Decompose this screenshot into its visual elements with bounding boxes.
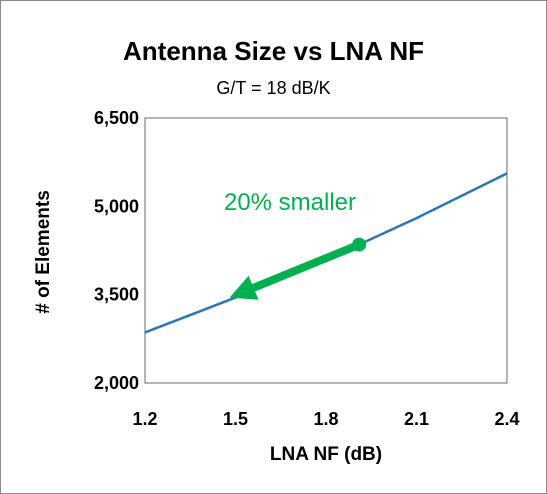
y-tick-label: 6,500 [94,108,139,128]
arrow-head [229,275,259,300]
y-tick-label: 5,000 [94,196,139,216]
y-axis-label: # of Elements [33,190,54,314]
arrow-shaft [252,240,361,292]
arrow-start-point [352,237,367,252]
x-tick-label: 2.1 [404,409,429,429]
annotation-arrow [229,237,367,300]
chart-subtitle: G/T = 18 dB/K [216,78,331,98]
annotation-label: 20% smaller [224,189,356,216]
plot-area [144,117,508,384]
chart-title: Antenna Size vs LNA NF [123,36,424,66]
x-tick-label: 1.5 [223,409,248,429]
y-tick-label: 2,000 [94,373,139,393]
x-tick-label: 2.4 [494,409,519,429]
x-tick-label: 1.8 [313,409,338,429]
x-tick-label: 1.2 [132,409,157,429]
y-tick-label: 3,500 [94,285,139,305]
x-axis-label: LNA NF (dB) [270,444,382,465]
